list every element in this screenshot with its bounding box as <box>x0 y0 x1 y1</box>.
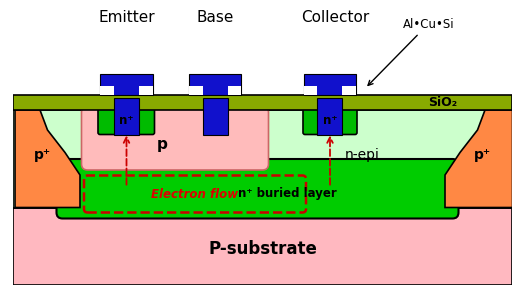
FancyBboxPatch shape <box>304 86 318 95</box>
Text: Collector: Collector <box>301 10 369 25</box>
Text: n⁺: n⁺ <box>323 115 337 127</box>
Text: SiO₂: SiO₂ <box>428 96 457 109</box>
FancyBboxPatch shape <box>114 97 139 135</box>
FancyBboxPatch shape <box>57 159 458 219</box>
FancyBboxPatch shape <box>189 86 203 95</box>
FancyBboxPatch shape <box>189 74 242 95</box>
FancyBboxPatch shape <box>81 107 268 170</box>
FancyBboxPatch shape <box>98 109 154 135</box>
Text: p: p <box>157 137 168 152</box>
Text: n-epi: n-epi <box>345 148 380 162</box>
Text: p⁺: p⁺ <box>34 148 51 162</box>
FancyBboxPatch shape <box>304 74 356 95</box>
Text: Electron flow: Electron flow <box>151 188 238 201</box>
Text: Base: Base <box>196 10 234 25</box>
FancyBboxPatch shape <box>227 86 242 95</box>
FancyBboxPatch shape <box>303 109 357 135</box>
FancyBboxPatch shape <box>13 95 512 110</box>
FancyBboxPatch shape <box>13 110 512 207</box>
Text: p⁺: p⁺ <box>474 148 491 162</box>
FancyBboxPatch shape <box>203 97 227 135</box>
FancyBboxPatch shape <box>342 86 356 95</box>
Text: P-substrate: P-substrate <box>208 240 317 258</box>
FancyBboxPatch shape <box>100 74 153 95</box>
FancyBboxPatch shape <box>100 86 114 95</box>
FancyBboxPatch shape <box>13 207 512 285</box>
FancyBboxPatch shape <box>139 86 153 95</box>
Polygon shape <box>15 110 80 207</box>
Text: Al•Cu•Si: Al•Cu•Si <box>368 17 454 86</box>
Text: n⁺: n⁺ <box>119 115 134 127</box>
Polygon shape <box>445 110 512 207</box>
Text: n⁺ buried layer: n⁺ buried layer <box>238 187 337 200</box>
FancyBboxPatch shape <box>318 97 342 135</box>
Text: Emitter: Emitter <box>98 10 155 25</box>
